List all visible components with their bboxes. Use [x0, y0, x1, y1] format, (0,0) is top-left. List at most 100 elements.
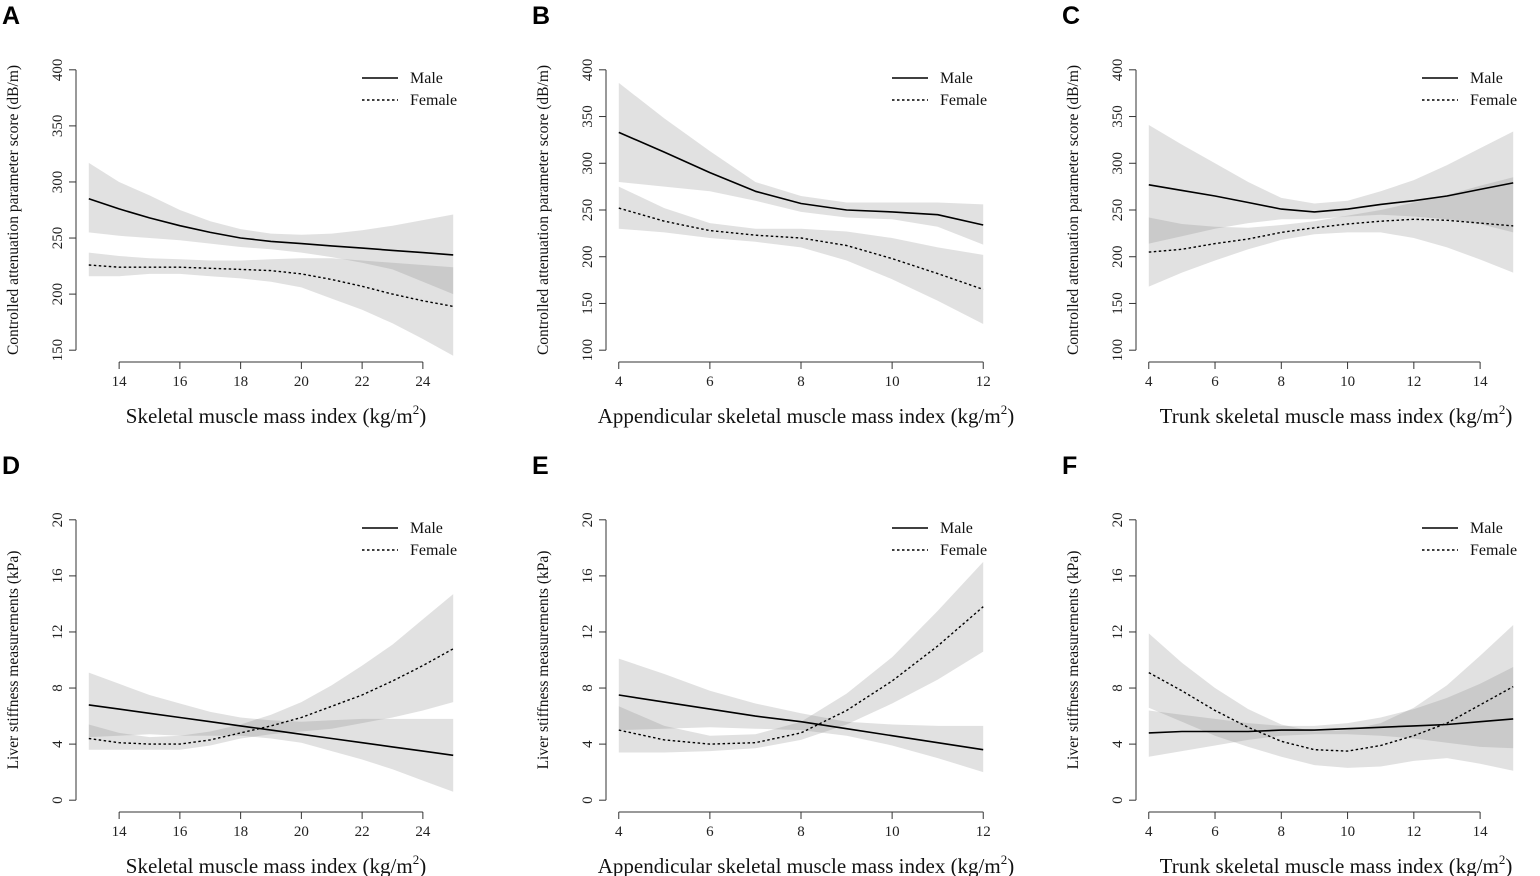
panel-c-female-line — [1148, 218, 1514, 253]
panel-c-x-axis-label: Trunk skeletal muscle mass index (kg/m2) — [1160, 402, 1513, 428]
panel-e-legend-female-label: Female — [940, 542, 987, 559]
panel-a: A 150 200 250 300 350 400 14 16 18 20 22 24 Controlle… — [2, 2, 457, 428]
panel-d-x-tick-label: 20 — [294, 824, 309, 840]
panel-b-x-axis-label: Appendicular skeletal muscle mass index … — [598, 402, 1014, 428]
panel-b-y-axis-label: Controlled attenuation parameter score (… — [535, 65, 552, 355]
panel-a-y-tick-label: 350 — [50, 115, 66, 138]
panel-c-x-tick-label: 4 — [1145, 374, 1153, 390]
panel-a-x-tick-label: 24 — [415, 374, 431, 390]
panel-a-y-tick-label: 200 — [50, 283, 66, 306]
panel-d-x-tick-label: 16 — [172, 824, 188, 840]
panel-b: B 100 150 200 250 300 350 400 4 6 8 10 12 Controlled … — [532, 2, 1014, 428]
panel-e-y-tick-label: 20 — [580, 512, 596, 527]
panel-a-x-tick-label: 20 — [294, 374, 309, 390]
panel-f: F 0 4 8 12 16 20 4 6 8 10 12 14 Liver stiffness measu… — [1062, 452, 1517, 876]
panel-c: C 100 150 200 250 300 350 400 4 6 8 10 12 14 Controlle… — [1062, 2, 1517, 428]
panel-f-x-tick-label: 8 — [1278, 824, 1286, 840]
panel-f-male-line — [1148, 718, 1514, 734]
panel-f-y-tick-label: 4 — [1110, 740, 1126, 748]
panel-e-x-tick-label: 12 — [976, 824, 991, 840]
panel-e-male-line — [618, 694, 984, 751]
panel-f-y-tick-label: 8 — [1110, 684, 1126, 692]
panel-c-y-tick-label: 300 — [1110, 152, 1126, 175]
panel-a-x-tick-label: 16 — [172, 374, 188, 390]
panel-b-female-line — [618, 207, 984, 291]
panel-d-x-tick-label: 18 — [233, 824, 248, 840]
panel-c-x-tick-label: 6 — [1211, 374, 1219, 390]
panel-d-y-axis-label: Liver stiffness measurements (kPa) — [5, 551, 22, 770]
panel-c-letter: C — [1062, 2, 1080, 30]
panel-f-female-line — [1148, 671, 1514, 752]
panel-d-y-tick-label: 4 — [50, 740, 66, 748]
panel-a-female-line — [88, 264, 454, 308]
panel-f-female-ci-band — [1148, 625, 1514, 771]
panel-c-legend-female-label: Female — [1470, 92, 1517, 109]
panel-a-letter: A — [2, 2, 20, 30]
panel-e-x-tick-label: 10 — [885, 824, 900, 840]
panel-f-y-tick-label: 16 — [1110, 568, 1126, 584]
panel-b-male-line — [618, 131, 984, 226]
panel-c-y-tick-label: 100 — [1110, 339, 1126, 362]
panel-a-y-tick-label: 250 — [50, 227, 66, 250]
panel-e-x-axis-label: Appendicular skeletal muscle mass index … — [598, 852, 1014, 876]
panel-f-male-ci-band — [1148, 667, 1514, 757]
panel-b-y-tick-label: 100 — [580, 339, 596, 362]
panel-c-x-tick-label: 10 — [1340, 374, 1355, 390]
panel-f-legend-male-label: Male — [1470, 520, 1503, 537]
panel-c-legend-male-label: Male — [1470, 70, 1503, 87]
panel-d-legend-female-label: Female — [410, 542, 457, 559]
panel-f-legend-female-label: Female — [1470, 542, 1517, 559]
panel-d-y-tick-label: 8 — [50, 684, 66, 692]
panel-a-x-tick-label: 18 — [233, 374, 248, 390]
panel-c-female-ci-band — [1148, 177, 1514, 287]
panel-c-male-line — [1148, 182, 1514, 213]
panel-a-x-tick-label: 14 — [112, 374, 128, 390]
panel-e-y-tick-label: 16 — [580, 568, 596, 584]
panel-f-x-tick-label: 6 — [1211, 824, 1219, 840]
panel-a-legend-male-label: Male — [410, 70, 443, 87]
panel-f-x-tick-label: 10 — [1340, 824, 1355, 840]
panel-b-y-tick-label: 250 — [580, 199, 596, 222]
panel-a-x-axis-label: Skeletal muscle mass index (kg/m2) — [126, 402, 426, 428]
panel-f-x-axis-label: Trunk skeletal muscle mass index (kg/m2) — [1160, 852, 1513, 876]
panel-a-legend-female-label: Female — [410, 92, 457, 109]
panel-d-x-axis-label: Skeletal muscle mass index (kg/m2) — [126, 852, 426, 876]
panel-a-female-ci-band — [88, 252, 454, 356]
panel-a-y-tick-label: 400 — [50, 59, 66, 82]
panel-e-legend-male-label: Male — [940, 520, 973, 537]
panel-c-y-tick-label: 250 — [1110, 199, 1126, 222]
panel-d-letter: D — [2, 452, 20, 480]
panel-a-y-axis-label: Controlled attenuation parameter score (… — [5, 65, 22, 355]
panel-a-male-ci-band — [88, 162, 454, 295]
panel-d-y-tick-label: 12 — [50, 624, 66, 639]
panel-e-y-tick-label: 4 — [580, 740, 596, 748]
panel-b-x-tick-label: 10 — [885, 374, 900, 390]
panel-e-female-ci-band — [618, 561, 984, 753]
panel-e: E 0 4 8 12 16 20 4 6 8 10 12 Liver stiffness measure… — [532, 452, 1014, 876]
panel-f-y-tick-label: 0 — [1110, 796, 1126, 804]
panel-b-female-ci-band — [618, 186, 984, 324]
panel-f-x-tick-label: 4 — [1145, 824, 1153, 840]
panel-b-y-tick-label: 300 — [580, 152, 596, 175]
panel-b-x-tick-label: 6 — [706, 374, 714, 390]
panel-f-y-tick-label: 12 — [1110, 624, 1126, 639]
panel-c-x-tick-label: 8 — [1278, 374, 1286, 390]
panel-b-letter: B — [532, 2, 550, 30]
panel-b-x-tick-label: 12 — [976, 374, 991, 390]
panel-e-female-line — [618, 606, 984, 745]
panel-e-y-tick-label: 8 — [580, 684, 596, 692]
panel-e-letter: E — [532, 452, 549, 480]
panel-d-x-tick-label: 14 — [112, 824, 128, 840]
panel-e-x-tick-label: 6 — [706, 824, 714, 840]
panel-e-x-tick-label: 4 — [615, 824, 623, 840]
panel-d: D 0 4 8 12 16 20 14 16 18 20 22 24 Liver stiffness me… — [2, 452, 457, 876]
panel-f-x-tick-label: 12 — [1406, 824, 1421, 840]
panel-d-male-ci-band — [88, 672, 454, 792]
panel-c-x-tick-label: 14 — [1473, 374, 1489, 390]
panel-f-y-axis-label: Liver stiffness measurements (kPa) — [1065, 551, 1082, 770]
panel-b-y-tick-label: 200 — [580, 245, 596, 268]
panel-f-letter: F — [1062, 452, 1077, 480]
panel-e-y-tick-label: 0 — [580, 796, 596, 804]
panel-a-x-tick-label: 22 — [355, 374, 370, 390]
panel-a-y-tick-label: 150 — [50, 339, 66, 362]
